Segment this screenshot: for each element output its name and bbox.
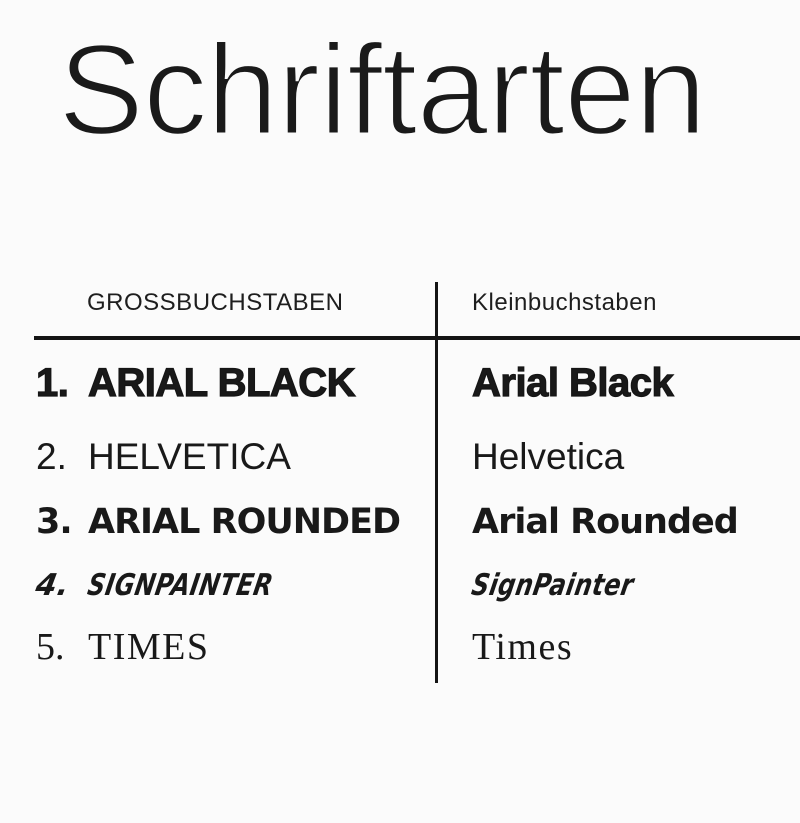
font-sample-uppercase: ARIAL ROUNDED [88,502,401,542]
font-sample-lowercase: Arial Rounded [472,502,739,542]
font-row-helvetica: 2. HELVETICA Helvetica [0,436,800,478]
column-header-lowercase: Kleinbuchstaben [472,289,657,316]
row-number: 4. [32,568,73,603]
font-comparison-sheet: Schriftarten GROSSBUCHSTABEN Kleinbuchst… [0,18,800,823]
font-row-arial-black: 1. ARIAL BLACK Arial Black [0,360,800,406]
font-sample-lowercase: Helvetica [472,436,625,477]
uppercase-cell: 1. ARIAL BLACK [0,360,438,406]
lowercase-cell: Arial Black [438,360,800,406]
page-title: Schriftarten [57,18,709,162]
uppercase-cell: 5. TIMES [0,625,438,669]
lowercase-cell: Times [438,625,800,669]
column-header-uppercase: GROSSBUCHSTABEN [87,289,344,316]
font-sample-uppercase: ARIAL BLACK [87,360,356,405]
font-sample-uppercase: HELVETICA [88,436,291,477]
font-sample-uppercase: SIGNPAINTER [84,568,276,603]
lowercase-cell: SignPainter [438,568,800,603]
uppercase-cell: 4. SIGNPAINTER [0,568,438,603]
header-rule-line [34,336,800,340]
row-number: 2. [36,436,67,477]
font-sample-uppercase: TIMES [88,626,210,668]
font-sample-lowercase: SignPainter [468,568,637,603]
lowercase-cell: Helvetica [438,436,800,478]
uppercase-cell: 3. ARIAL ROUNDED [0,502,438,542]
font-row-times: 5. TIMES Times [0,625,800,669]
row-number: 1. [35,360,69,405]
row-number: 3. [36,502,73,542]
row-number: 5. [36,626,65,668]
font-row-signpainter: 4. SIGNPAINTER SignPainter [0,568,800,603]
table-header-row: GROSSBUCHSTABEN Kleinbuchstaben [0,289,800,317]
font-sample-lowercase: Times [472,626,574,668]
font-row-arial-rounded: 3. ARIAL ROUNDED Arial Rounded [0,502,800,542]
lowercase-cell: Arial Rounded [438,502,800,542]
column-divider-line [435,282,438,683]
font-sample-lowercase: Arial Black [471,360,674,405]
uppercase-cell: 2. HELVETICA [0,436,438,478]
